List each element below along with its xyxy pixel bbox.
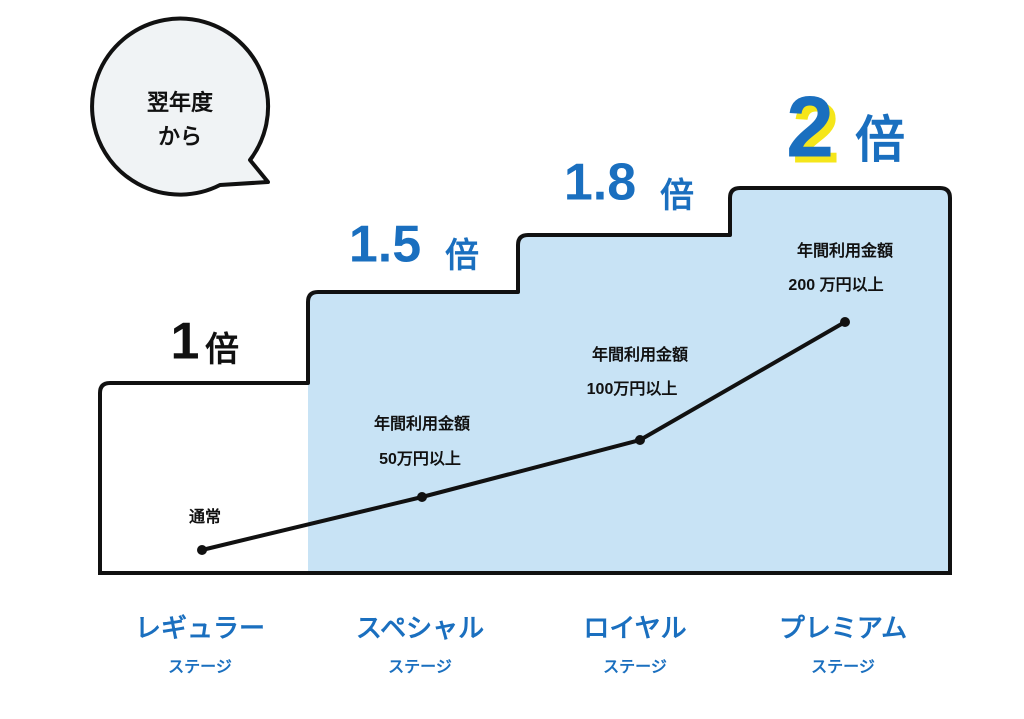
- point: [840, 317, 850, 327]
- multiplier: 1.5: [349, 216, 421, 274]
- stage-suffix: ステージ: [168, 659, 232, 676]
- usage-title: 年間利用金額: [374, 414, 470, 433]
- stage-suffix: ステージ: [603, 659, 667, 676]
- bubble-text: 翌年度: [147, 90, 214, 115]
- multiplier-unit: 倍: [205, 331, 239, 369]
- multiplier-unit: 倍: [660, 177, 694, 215]
- stage-suffix: ステージ: [811, 659, 875, 676]
- point: [417, 492, 427, 502]
- stage-name: レギュラー: [135, 613, 265, 643]
- usage-title: 通常: [189, 507, 221, 526]
- stage-name: ロイヤル: [583, 613, 686, 643]
- usage-title: 年間利用金額: [592, 345, 688, 364]
- multiplier-shadow: 2: [792, 86, 840, 182]
- stage-suffix: ステージ: [388, 659, 452, 676]
- stage-name: プレミアム: [779, 613, 907, 643]
- stage-name: スペシャル: [356, 613, 484, 643]
- multiplier: 1.8: [564, 154, 636, 212]
- usage-amount: 50万円以上: [379, 450, 461, 468]
- multiplier-unit: 倍: [855, 112, 905, 168]
- multiplier-unit: 倍: [445, 237, 479, 275]
- stage-fill: [308, 188, 950, 572]
- point: [635, 435, 645, 445]
- multiplier: 1: [171, 313, 200, 371]
- usage-amount: 100万円以上: [587, 380, 678, 398]
- usage-title: 年間利用金額: [797, 241, 893, 260]
- point: [197, 545, 207, 555]
- speech-bubble: [90, 16, 271, 197]
- usage-amount: 200 万円以上: [788, 276, 883, 294]
- bubble-text: から: [158, 124, 202, 149]
- stage-outline: [98, 186, 952, 572]
- growth-line: [201, 320, 846, 552]
- multiplier: 2: [786, 80, 834, 176]
